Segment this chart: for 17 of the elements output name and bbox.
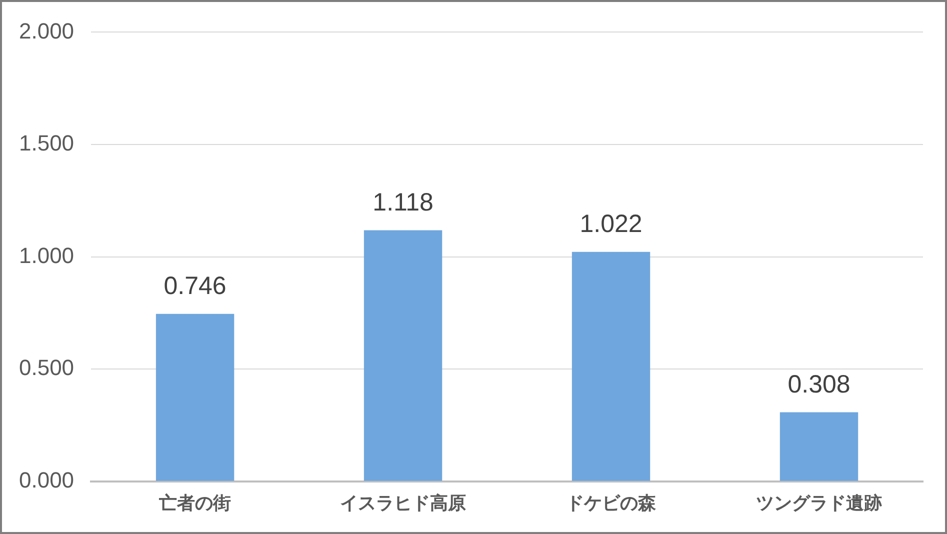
x-tick-label: ツングラド遺跡 (756, 493, 882, 514)
data-label: 0.308 (788, 370, 850, 399)
bar (572, 252, 650, 481)
x-tick-label: ドケビの森 (566, 493, 658, 514)
data-label: 0.746 (164, 272, 226, 300)
bar (156, 314, 234, 481)
bar (780, 412, 858, 481)
y-tick-label: 0.000 (18, 467, 74, 492)
y-tick-label: 0.500 (18, 355, 74, 380)
x-tick-label: イスラヒド高原 (340, 493, 466, 514)
y-tick-label: 1.500 (18, 130, 74, 156)
x-tick-label: 亡者の街 (158, 493, 232, 514)
y-tick-label: 1.000 (18, 242, 74, 268)
data-label: 1.022 (580, 210, 642, 238)
y-tick-label: 2.000 (18, 18, 74, 44)
data-label: 1.118 (372, 188, 434, 217)
bar (364, 230, 442, 481)
